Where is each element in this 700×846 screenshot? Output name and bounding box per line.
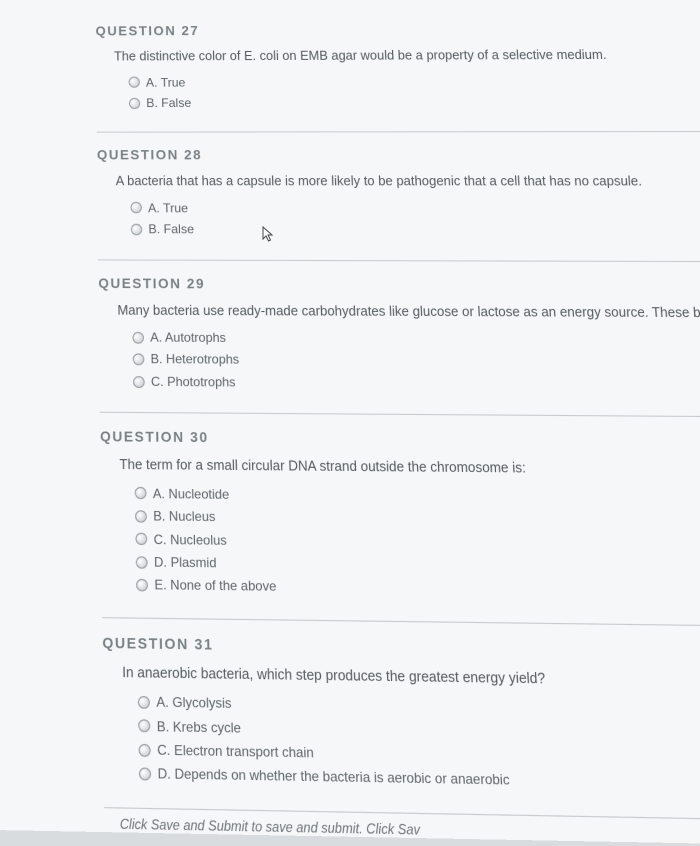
quiz-page: QUESTION 27 The distinctive color of E. … [0,0,700,846]
option-label: A. Glycolysis [156,691,232,716]
option-list: A. True B. False [130,197,700,241]
option-label: D. Depends on whether the bacteria is ae… [157,762,510,792]
option-label: A. True [146,72,186,93]
radio-icon[interactable] [133,376,145,388]
radio-icon[interactable] [135,533,147,545]
option-list: A. True B. False [128,70,700,113]
radio-icon[interactable] [129,97,140,108]
option-label: B. False [146,93,191,114]
question-prompt: In anaerobic bacteria, which step produc… [122,663,700,694]
option-label: C. Nucleolus [153,528,227,552]
question-block: QUESTION 31 In anaerobic bacteria, which… [102,617,700,821]
option-list: A. Autotrophs B. Heterotrophs C. Phototr… [132,327,700,397]
question-header: QUESTION 28 [97,147,700,163]
question-block: QUESTION 29 Many bacteria use ready-made… [98,259,700,417]
radio-icon[interactable] [133,354,145,366]
radio-icon[interactable] [129,77,140,88]
option-label: B. False [148,219,194,240]
option-label: A. Autotrophs [150,327,226,349]
option-label: A. True [148,197,188,218]
option-label: D. Plasmid [154,551,217,575]
radio-icon[interactable] [136,579,148,592]
radio-icon[interactable] [135,510,147,522]
option-row[interactable]: A. True [128,70,700,92]
question-block: QUESTION 30 The term for a small circula… [100,412,700,626]
question-prompt: The distinctive color of E. coli on EMB … [114,46,700,66]
option-label: E. None of the above [154,574,276,599]
option-row[interactable]: B. False [131,219,700,242]
option-label: A. Nucleotide [153,482,230,505]
radio-icon[interactable] [136,556,148,569]
radio-icon[interactable] [130,202,142,213]
option-label: B. Krebs cycle [157,714,242,739]
option-list: A. Glycolysis B. Krebs cycle C. Electron… [138,690,700,798]
radio-icon[interactable] [135,487,147,499]
radio-icon[interactable] [132,332,144,344]
option-label: B. Heterotrophs [150,349,239,372]
option-row[interactable]: B. False [129,91,700,113]
question-block: QUESTION 27 The distinctive color of E. … [95,6,700,132]
question-header: QUESTION 30 [100,428,700,450]
option-list: A. Nucleotide B. Nucleus C. Nucleolus D.… [135,482,700,605]
option-label: B. Nucleus [153,505,216,528]
question-block: QUESTION 28 A bacteria that has a capsul… [97,131,700,261]
option-label: C. Electron transport chain [157,738,314,765]
radio-icon[interactable] [138,696,150,709]
question-prompt: A bacteria that has a capsule is more li… [116,173,700,192]
radio-icon[interactable] [131,224,143,236]
question-prompt: The term for a small circular DNA strand… [119,456,700,482]
question-header: QUESTION 31 [102,634,700,661]
radio-icon[interactable] [139,767,151,780]
option-row[interactable]: A. True [130,197,700,219]
option-row[interactable]: C. Phototrophs [133,370,700,396]
option-row[interactable]: E. None of the above [136,574,700,606]
question-prompt: Many bacteria use ready-made carbohydrat… [117,301,700,323]
question-header: QUESTION 27 [95,21,700,39]
option-label: C. Phototrophs [151,371,236,394]
radio-icon[interactable] [138,720,150,733]
question-header: QUESTION 29 [98,275,700,293]
radio-icon[interactable] [138,743,150,756]
